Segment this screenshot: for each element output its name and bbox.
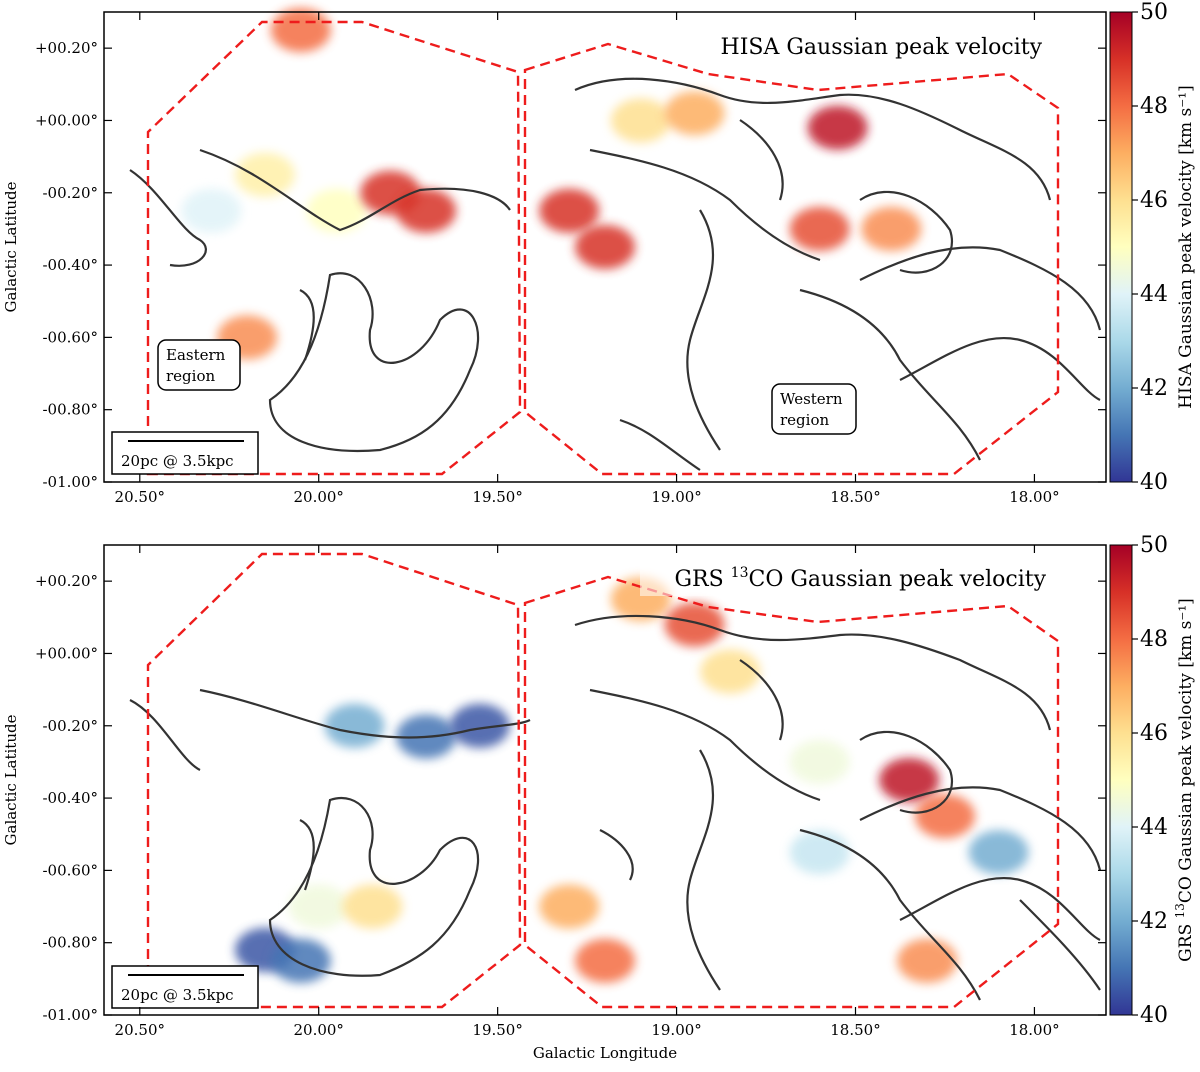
hisa-ytick-label-6: -01.00° <box>42 473 98 491</box>
grs-ytick-label-5: -00.80° <box>42 934 98 952</box>
grs-velocity-blob-6 <box>270 938 331 983</box>
hisa-scale-bar-label: 20pc @ 3.5kpc <box>121 452 234 470</box>
grs-title-text: GRS 13CO Gaussian peak velocity <box>674 565 1046 592</box>
grs-ytick-label-1: +00.00° <box>35 644 98 662</box>
hisa-title-text: HISA Gaussian peak velocity <box>721 35 1043 60</box>
grs-axes: 20.50° 20.00° 19.50° 19.00° 18.50° 18.00° +00.… <box>35 545 1106 1039</box>
grs-scale-bar-label: 20pc @ 3.5kpc <box>121 986 234 1004</box>
grs-xtick-label-0: 20.50° <box>115 1021 165 1039</box>
grs-velocity-blob-10 <box>789 739 850 784</box>
grs-xtick-label-4: 18.50° <box>830 1021 880 1039</box>
hisa-xtick-label-1: 20.00° <box>293 488 343 506</box>
western-region-box: Western region <box>771 383 857 435</box>
grs-cbar-tick-label-0: 40 <box>1140 1003 1168 1028</box>
grs-cbar-tick-label-1: 42 <box>1140 909 1168 934</box>
grs-ytick-label-3: -00.40° <box>42 789 98 807</box>
grs-velocity-blob-3 <box>288 884 349 929</box>
grs-contours <box>129 614 1102 1001</box>
hisa-contours <box>129 77 1102 471</box>
grs-ytick-label-2: -00.20° <box>42 717 98 735</box>
hisa-ytick-label-1: +00.00° <box>35 111 98 129</box>
grs-cbar-tick-label-3: 46 <box>1140 721 1168 746</box>
hisa-cbar-tick-label-4: 48 <box>1140 94 1168 119</box>
hisa-velocity-map <box>181 8 922 360</box>
hisa-xtick-label-3: 19.00° <box>651 488 701 506</box>
grs-cbar-tick-label-4: 48 <box>1140 627 1168 652</box>
hisa-ytick-label-2: -00.20° <box>42 184 98 202</box>
hisa-velocity-blob-0 <box>270 8 331 53</box>
eastern-region-label-line1: Eastern <box>166 346 226 364</box>
hisa-velocity-blob-1 <box>181 188 242 233</box>
hisa-title: HISA Gaussian peak velocity <box>702 28 1050 64</box>
grs-ytick-label-6: -01.00° <box>42 1006 98 1024</box>
hisa-scale-bar: 20pc @ 3.5kpc <box>111 431 259 475</box>
grs-xtick-label-3: 19.00° <box>651 1021 701 1039</box>
grs-velocity-blob-4 <box>342 884 403 929</box>
hisa-velocity-blob-10 <box>861 206 922 251</box>
hisa-ytick-label-5: -00.80° <box>42 401 98 419</box>
grs-velocity-blob-12 <box>915 794 975 839</box>
hisa-velocity-blob-7 <box>610 98 671 143</box>
grs-velocity-blob-9 <box>700 649 761 694</box>
grs-ytick-label-0: +00.20° <box>35 572 98 590</box>
grs-cbar-tick-label-2: 44 <box>1140 815 1168 840</box>
grs-ytick-label-4: -00.60° <box>42 861 98 879</box>
grs-velocity-blob-0 <box>324 703 385 748</box>
hisa-velocity-blob-5 <box>396 188 457 233</box>
eastern-region-box: Eastern region <box>157 339 241 391</box>
grs-ylabel: Galactic Latitude <box>2 714 20 845</box>
grs-colorbar <box>1109 544 1133 1016</box>
hisa-ytick-label-0: +00.20° <box>35 39 98 57</box>
grs-xtick-label-1: 20.00° <box>293 1021 343 1039</box>
hisa-cbar-tick-label-3: 46 <box>1140 188 1168 213</box>
eastern-region-label-line2: region <box>166 367 215 385</box>
hisa-ylabel: Galactic Latitude <box>2 181 20 312</box>
hisa-velocity-blob-3 <box>306 188 367 233</box>
grs-velocity-blob-16 <box>539 884 600 929</box>
hisa-ytick-label-3: -00.40° <box>42 256 98 274</box>
hisa-colorbar <box>1109 11 1133 483</box>
hisa-velocity-blob-13 <box>575 225 635 269</box>
grs-velocity-blob-2 <box>449 703 510 748</box>
hisa-velocity-blob-9 <box>807 105 868 150</box>
grs-velocity-blob-14 <box>897 938 958 983</box>
grs-xtick-label-2: 19.50° <box>472 1021 522 1039</box>
grs-region-outlines <box>146 552 1060 1009</box>
grs-scale-bar: 20pc @ 3.5kpc <box>111 965 259 1009</box>
grs-velocity-blob-8 <box>664 602 725 647</box>
grs-colorbar-ticks: 40 42 44 46 48 50 <box>1132 533 1168 1028</box>
grs-colorbar-label: GRS 13CO Gaussian peak velocity [km s⁻¹] <box>1173 598 1196 962</box>
hisa-velocity-blob-11 <box>789 206 850 251</box>
western-region-label-line1: Western <box>780 390 843 408</box>
hisa-axes: 20.50° 20.00° 19.50° 19.00° 18.50° 18.00° +00.… <box>35 12 1106 506</box>
grs-velocity-blob-15 <box>968 830 1029 875</box>
hisa-xtick-label-2: 19.50° <box>472 488 522 506</box>
hisa-colorbar-label: HISA Gaussian peak velocity [km s⁻¹] <box>1176 85 1196 408</box>
hisa-colorbar-ticks: 40 42 44 46 48 50 <box>1132 0 1168 495</box>
hisa-cbar-tick-label-0: 40 <box>1140 470 1168 495</box>
hisa-panel: Eastern region Western region 20pc @ 3.5… <box>2 0 1196 506</box>
hisa-velocity-blob-12 <box>539 188 600 233</box>
grs-panel: 20pc @ 3.5kpc GRS 13CO Gaussian peak vel… <box>2 533 1196 1062</box>
hisa-xtick-label-4: 18.50° <box>830 488 880 506</box>
western-region-label-line2: region <box>780 411 829 429</box>
hisa-region-outlines <box>146 20 1060 476</box>
grs-velocity-blob-17 <box>575 938 635 983</box>
hisa-velocity-blob-2 <box>235 152 295 197</box>
hisa-cbar-tick-label-1: 42 <box>1140 376 1168 401</box>
hisa-cbar-tick-label-5: 50 <box>1140 0 1168 25</box>
hisa-velocity-blob-8 <box>664 91 725 136</box>
hisa-xtick-label-5: 18.00° <box>1009 488 1059 506</box>
hisa-xtick-label-0: 20.50° <box>115 488 165 506</box>
grs-xlabel: Galactic Longitude <box>533 1044 677 1062</box>
hisa-ytick-label-4: -00.60° <box>42 328 98 346</box>
hisa-cbar-tick-label-2: 44 <box>1140 282 1168 307</box>
grs-xtick-label-5: 18.00° <box>1009 1021 1059 1039</box>
grs-title: GRS 13CO Gaussian peak velocity <box>640 560 1054 596</box>
grs-velocity-blob-11 <box>879 758 940 802</box>
grs-velocity-map <box>235 577 1029 983</box>
grs-cbar-tick-label-5: 50 <box>1140 533 1168 558</box>
